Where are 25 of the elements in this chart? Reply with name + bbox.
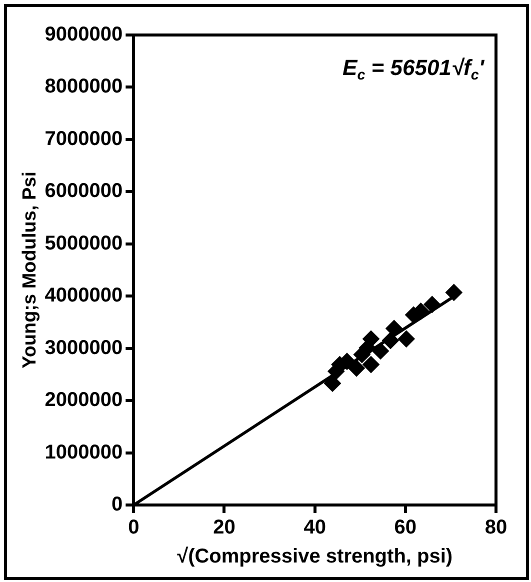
point bbox=[424, 296, 441, 313]
y-tick-label: 2000000 bbox=[44, 389, 123, 412]
y-tick-label: 8000000 bbox=[44, 76, 123, 98]
x-tick-label: 20 bbox=[213, 516, 236, 539]
y-tick-label: 6000000 bbox=[44, 180, 123, 202]
point bbox=[398, 330, 415, 348]
x-tick-label: 40 bbox=[304, 516, 326, 539]
point bbox=[386, 320, 403, 337]
x-tick-label: 80 bbox=[484, 516, 508, 539]
y-tick-label: 5000000 bbox=[44, 232, 123, 254]
y-tick-label: 3000000 bbox=[44, 336, 123, 359]
x-tick-label: 0 bbox=[128, 516, 140, 539]
x-axis-title: √(Compressive strength, psi) bbox=[177, 546, 453, 568]
point bbox=[382, 332, 399, 349]
x-tick-label: 60 bbox=[394, 516, 417, 539]
point bbox=[362, 356, 380, 374]
y-tick-label: 9000000 bbox=[44, 24, 123, 46]
point bbox=[445, 284, 462, 301]
y-tick-label: 0 bbox=[112, 494, 123, 516]
y-axis-title: Young;s Modulus, Psi bbox=[20, 171, 41, 369]
point bbox=[372, 342, 390, 360]
y-tick-label: 1000000 bbox=[44, 441, 123, 464]
point bbox=[348, 360, 365, 377]
y-tick-label: 4000000 bbox=[44, 284, 123, 307]
y-tick-label: 7000000 bbox=[44, 128, 123, 150]
